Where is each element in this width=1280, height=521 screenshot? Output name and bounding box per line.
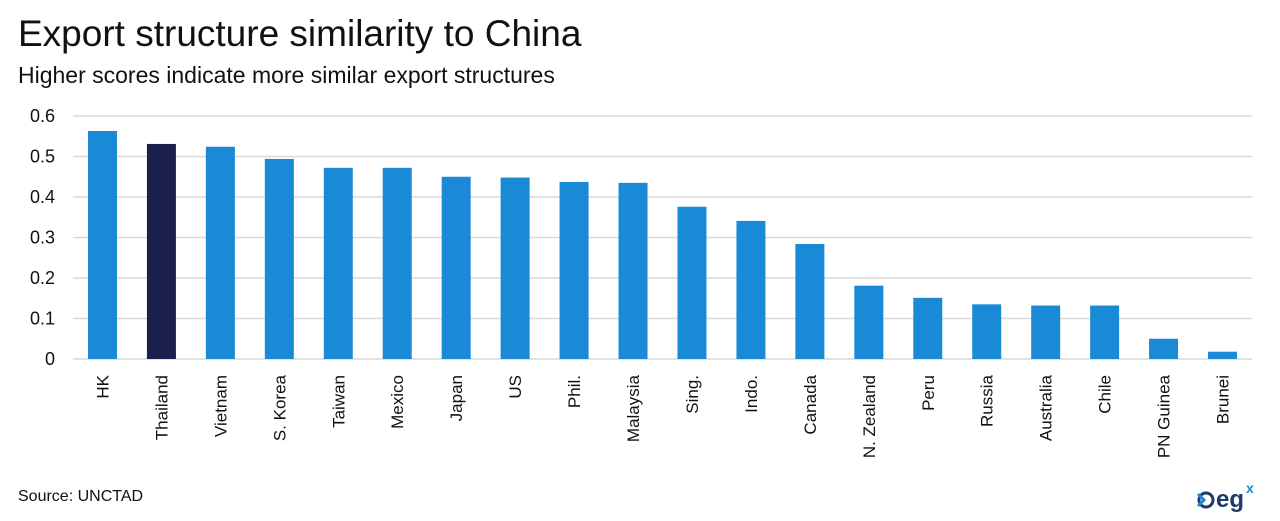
bar-brunei: [1208, 351, 1238, 359]
y-tick-label: 0.5: [30, 147, 55, 167]
source-note: Source: UNCTAD: [18, 488, 144, 505]
egx-logo-mark: eg x: [1196, 480, 1254, 513]
bar-malaysia: [618, 182, 648, 359]
x-category-label: Malaysia: [624, 374, 643, 442]
bar-vietnam: [205, 146, 235, 359]
x-category-label: Sing.: [683, 375, 702, 414]
y-tick-label: 0: [45, 349, 55, 369]
x-category-label: Taiwan: [329, 375, 348, 428]
bar-mexico: [382, 167, 412, 359]
x-category-label: Chile: [1096, 375, 1115, 414]
bar-chile: [1090, 305, 1120, 359]
bars: [87, 130, 1238, 359]
chart-title: Export structure similarity to China: [18, 13, 582, 54]
bar-phil: [559, 182, 589, 359]
chart-subtitle: Higher scores indicate more similar expo…: [18, 62, 555, 88]
bar-peru: [913, 297, 943, 359]
bar-taiwan: [323, 167, 353, 359]
y-tick-label: 0.4: [30, 187, 55, 207]
x-category-label: S. Korea: [270, 374, 289, 441]
gridlines: [73, 115, 1252, 360]
logo-glyph-icon: [1196, 491, 1215, 509]
x-category-label: Australia: [1037, 374, 1056, 441]
x-category-label: Vietnam: [211, 375, 230, 437]
y-axis-ticks: 0 0.1 0.2 0.3 0.4 0.5 0.6: [30, 106, 55, 369]
logo-text: eg: [1216, 486, 1244, 513]
x-category-label: Japan: [447, 375, 466, 421]
bar-indo: [736, 220, 766, 359]
x-category-label: HK: [93, 374, 112, 398]
bar-pn-guinea: [1149, 338, 1179, 359]
bar-japan: [441, 176, 471, 359]
egx-logo: eg x: [1196, 480, 1268, 514]
x-category-label: N. Zealand: [860, 375, 879, 458]
x-category-label: Peru: [919, 375, 938, 411]
x-category-label: Brunei: [1214, 375, 1233, 424]
bar-australia: [1031, 305, 1061, 359]
x-category-label: Thailand: [152, 375, 171, 440]
bar-hk: [87, 130, 117, 359]
bar-n-zealand: [854, 285, 884, 359]
x-category-label: US: [506, 375, 525, 399]
bar-sing: [677, 206, 707, 359]
x-category-label: PN Guinea: [1155, 374, 1174, 458]
logo-superscript: x: [1246, 480, 1254, 496]
y-tick-label: 0.3: [30, 228, 55, 248]
bar-us: [500, 177, 530, 359]
y-tick-label: 0.2: [30, 268, 55, 288]
bar-canada: [795, 243, 825, 359]
bar-russia: [972, 304, 1002, 359]
x-axis-labels: HK Thailand Vietnam S. Korea Taiwan Mexico Jap…: [93, 374, 1232, 458]
x-category-label: Mexico: [388, 375, 407, 429]
x-category-label: Indo.: [742, 375, 761, 413]
y-tick-label: 0.1: [30, 309, 55, 329]
x-category-label: Canada: [801, 374, 820, 434]
y-tick-label: 0.6: [30, 106, 55, 126]
bar-s-korea: [264, 158, 294, 359]
bar-thailand: [146, 143, 176, 359]
x-category-label: Phil.: [565, 375, 584, 408]
x-category-label: Russia: [978, 374, 997, 427]
